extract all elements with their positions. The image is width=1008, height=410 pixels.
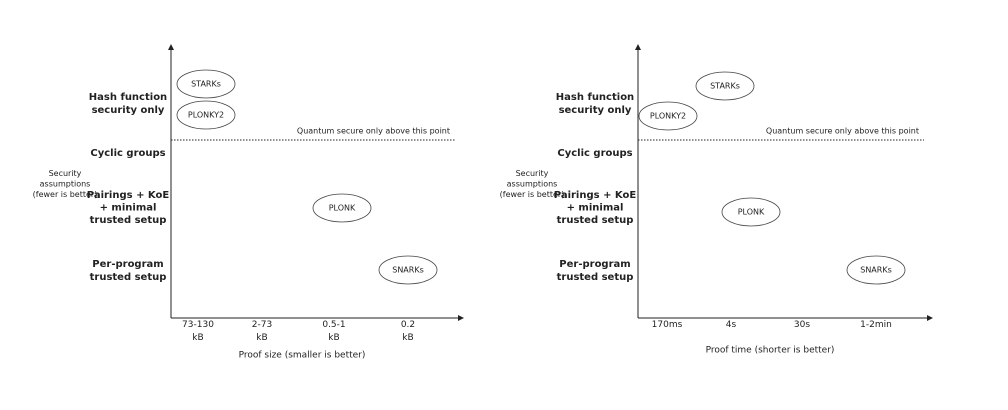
x-label: 170ms: [652, 320, 683, 330]
x-label-line: 1-2min: [860, 320, 892, 330]
side-label-line: assumptions: [40, 179, 91, 188]
threshold-label: Quantum secure only above this point: [297, 127, 450, 136]
y-label-line: Pairings + KoE: [554, 190, 637, 201]
y-label-line: trusted setup: [557, 272, 634, 283]
node-ellipse: [638, 101, 698, 131]
side-label-line: (fewer is better): [33, 190, 98, 199]
x-title: Proof time (shorter is better): [706, 346, 835, 356]
y-label-line: Per-program: [559, 259, 630, 270]
y-label-line: + minimal: [567, 203, 624, 214]
node-ellipse: [176, 100, 236, 130]
y-label-line: trusted setup: [557, 215, 634, 226]
side-label-line: Security: [516, 169, 549, 178]
node-label: SNARKs: [860, 266, 892, 275]
y-label: Hash function security only: [89, 92, 167, 116]
x-title: Proof size (smaller is better): [239, 351, 366, 361]
x-label: 4s: [726, 320, 737, 330]
x-label-line: 4s: [726, 320, 737, 330]
y-label-line: Hash function: [556, 92, 634, 103]
x-label-line: 170ms: [652, 320, 683, 330]
y-label: Per-program trusted setup: [90, 259, 167, 283]
node-label: PLONK: [329, 204, 356, 213]
y-label-line: trusted setup: [90, 272, 167, 283]
x-label-line: 30s: [794, 320, 810, 330]
x-label-line: kB: [402, 333, 413, 343]
node-ellipse: [721, 197, 781, 227]
node-ellipse: [312, 193, 372, 223]
node-ellipse: [176, 69, 236, 99]
y-label-line: Cyclic groups: [90, 148, 165, 159]
y-label-line: security only: [92, 105, 165, 116]
x-label-line: kB: [192, 333, 203, 343]
x-label-line: 0.5-1: [322, 320, 345, 330]
x-label-line: kB: [328, 333, 339, 343]
x-label-line: kB: [256, 333, 267, 343]
node-ellipse: [695, 71, 755, 101]
y-label-line: Hash function: [89, 92, 167, 103]
y-label: Cyclic groups: [557, 148, 632, 159]
node-label: STARKs: [710, 82, 740, 91]
y-label: Hash function security only: [556, 92, 634, 116]
node-ellipse: [378, 255, 438, 285]
y-label: Pairings + KoE + minimal trusted setup: [87, 190, 170, 226]
y-label-line: Per-program: [92, 259, 163, 270]
x-label: 1-2min: [860, 320, 892, 330]
node-label: STARKs: [191, 80, 221, 89]
threshold-label: Quantum secure only above this point: [766, 127, 919, 136]
side-label: Security assumptions (fewer is better): [500, 169, 565, 199]
node-label: PLONK: [738, 208, 765, 217]
node-label: SNARKs: [392, 266, 424, 275]
y-label-line: Cyclic groups: [557, 148, 632, 159]
y-label-line: security only: [559, 105, 632, 116]
x-label: 73-130 kB: [182, 320, 214, 343]
y-label: Per-program trusted setup: [557, 259, 634, 283]
node-label: PLONKY2: [650, 112, 686, 121]
side-label: Security assumptions (fewer is better): [33, 169, 98, 199]
node-ellipse: [846, 255, 906, 285]
x-label-line: 0.2: [401, 320, 415, 330]
side-label-line: assumptions: [507, 179, 558, 188]
node-label: PLONKY2: [188, 111, 224, 120]
x-label-line: 73-130: [182, 320, 214, 330]
y-label: Pairings + KoE + minimal trusted setup: [554, 190, 637, 226]
y-label: Cyclic groups: [90, 148, 165, 159]
side-label-line: Security: [49, 169, 82, 178]
y-label-line: Pairings + KoE: [87, 190, 170, 201]
x-label: 30s: [794, 320, 810, 330]
y-label-line: + minimal: [100, 203, 157, 214]
x-label: 0.5-1 kB: [322, 320, 345, 343]
x-label: 0.2 kB: [401, 320, 415, 343]
x-label-line: 2-73: [252, 320, 272, 330]
side-label-line: (fewer is better): [500, 190, 565, 199]
y-label-line: trusted setup: [90, 215, 167, 226]
x-label: 2-73 kB: [252, 320, 272, 343]
